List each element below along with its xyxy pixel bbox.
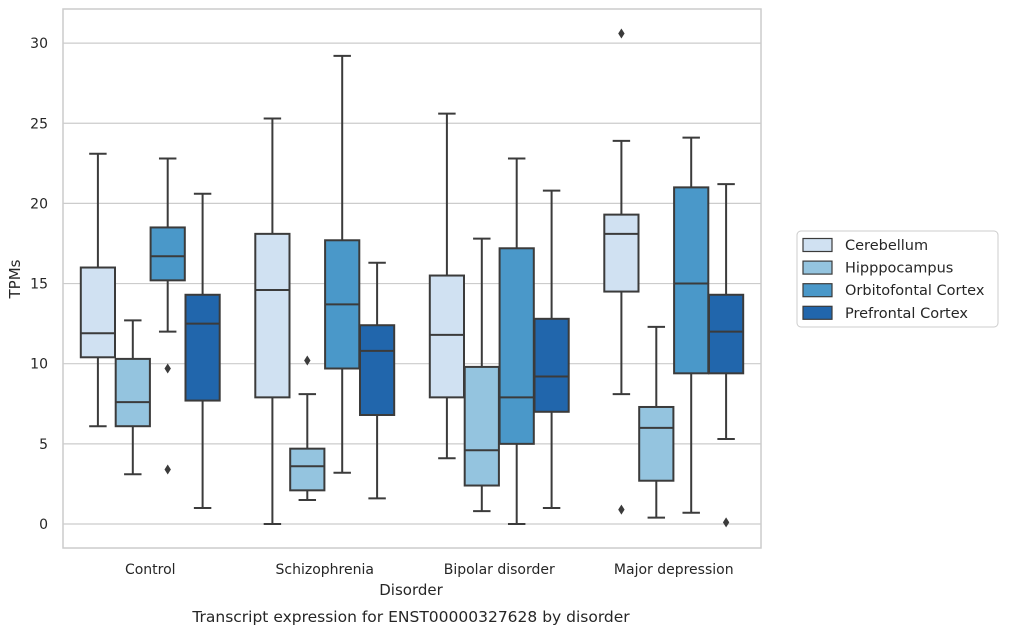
box-body (638, 405, 675, 482)
legend-swatch (802, 305, 833, 320)
y-tick-label: 5 (39, 437, 48, 453)
outlier-point (618, 504, 625, 515)
box-body (603, 213, 640, 293)
box-0-1 (254, 117, 291, 525)
y-tick-label: 0 (39, 517, 48, 533)
outlier-point (164, 464, 171, 475)
y-tick-label: 10 (30, 357, 48, 373)
box-body (254, 232, 291, 399)
y-axis-title: TPMs (6, 259, 24, 299)
y-tick-label: 15 (30, 277, 48, 293)
box-0-3 (603, 28, 640, 515)
y-tick-label: 30 (30, 36, 48, 52)
y-tick-labels: 0 5 10 15 20 25 30 (30, 36, 48, 533)
box-body (149, 226, 186, 282)
legend-label: Orbitofontal Cortex (845, 283, 985, 299)
y-tick-label: 25 (30, 116, 48, 132)
box-0-2 (428, 112, 466, 460)
box-body (533, 317, 570, 413)
chart-caption: Transcript expression for ENST0000032762… (191, 608, 630, 626)
box-3-0 (184, 192, 221, 509)
box-3-1 (358, 261, 396, 500)
legend: Cerebellum Hipppocampus Orbitofontal Corte… (796, 230, 999, 328)
box-1-2 (463, 237, 500, 513)
legend-label: Cerebellum (845, 238, 928, 254)
x-tick-label: Control (125, 562, 176, 578)
legend-label: Prefrontal Cortex (845, 306, 968, 322)
box-body (289, 447, 326, 492)
box-1-1 (289, 355, 326, 501)
legend-box (796, 230, 999, 328)
box-body (428, 274, 466, 399)
x-axis-title: Disorder (379, 581, 443, 599)
legend-swatch (802, 260, 833, 275)
box-2-3 (673, 136, 710, 514)
plot-border (62, 8, 762, 549)
box-2-2 (498, 157, 535, 525)
box-2-0 (149, 157, 186, 475)
legend-swatch (802, 283, 833, 298)
outlier-point (304, 355, 311, 366)
box-body (114, 357, 151, 428)
box-1-0 (114, 319, 151, 476)
legend-swatch (802, 237, 833, 253)
box-body (184, 293, 221, 402)
box-body (673, 186, 710, 375)
y-tick-label: 20 (30, 196, 48, 212)
grid-lines (63, 42, 761, 525)
x-tick-label: Major depression (614, 562, 734, 578)
x-tick-label: Schizophrenia (276, 562, 374, 578)
box-1-3 (638, 325, 675, 519)
box-3-2 (533, 189, 570, 509)
box-series (79, 28, 745, 528)
box-body (79, 266, 117, 359)
plot-frame (62, 8, 762, 549)
box-body (358, 324, 396, 416)
box-body (498, 247, 535, 445)
box-0-0 (79, 152, 117, 428)
outlier-point (618, 28, 625, 39)
legend-label: Hipppocampus (845, 261, 953, 277)
x-tick-labels: Control Schizophrenia Bipolar disorder Majo… (125, 562, 734, 578)
box-2-1 (324, 54, 361, 474)
x-tick-label: Bipolar disorder (444, 562, 555, 578)
box-body (707, 293, 745, 375)
box-3-3 (707, 183, 745, 528)
box-body (463, 365, 500, 487)
outlier-point (164, 363, 171, 374)
outlier-point (722, 517, 730, 528)
